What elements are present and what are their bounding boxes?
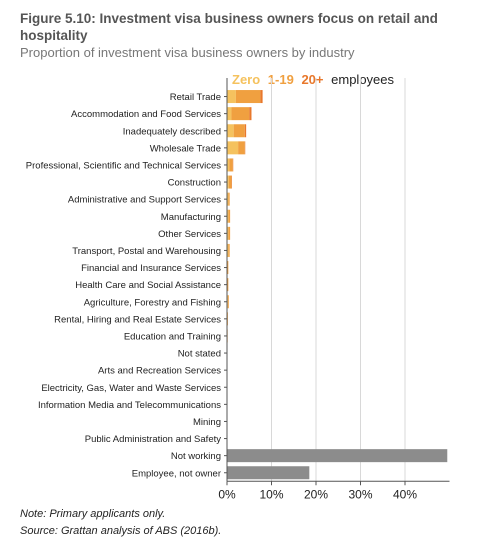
category-label: Administrative and Support Services — [68, 195, 221, 206]
category-label: Information Media and Telecommunications — [38, 400, 221, 411]
source-text: Source: Grattan analysis of ABS (2016b). — [20, 525, 222, 537]
legend-item-1-19: 1-19 — [267, 72, 294, 87]
category-label: Education and Training — [124, 331, 221, 342]
category-label: Accommodation and Food Services — [71, 109, 221, 120]
bar-segment — [227, 449, 448, 463]
legend: Zero 1-19 20+ employees — [232, 72, 398, 87]
category-label: Health Care and Social Assistance — [75, 280, 221, 291]
legend-item-zero: Zero — [232, 72, 261, 87]
bar-segment — [228, 226, 231, 240]
category-label: Agriculture, Forestry and Fishing — [84, 297, 221, 308]
bar-segment — [227, 243, 229, 257]
bar-segment — [227, 158, 230, 172]
bar-segment — [238, 141, 245, 155]
bar-segment — [228, 209, 231, 223]
category-label: Manufacturing — [161, 212, 221, 223]
bar-segment — [231, 107, 250, 121]
category-label: Employee, not owner — [132, 468, 221, 479]
bar-segment — [227, 261, 229, 275]
bar-segment — [244, 124, 247, 138]
x-tick-label: 0% — [218, 487, 236, 501]
category-label: Electricity, Gas, Water and Waste Servic… — [41, 383, 221, 394]
category-label: Inadequately described — [123, 126, 221, 137]
category-label: Other Services — [158, 229, 221, 240]
category-label: Mining — [193, 417, 221, 428]
bar-segment — [227, 466, 310, 480]
category-label: Retail Trade — [170, 92, 221, 103]
category-label: Not working — [171, 451, 221, 462]
chart-notes: Note: Primary applicants only. Source: G… — [20, 506, 480, 540]
bar-segment — [228, 243, 230, 257]
x-tick-label: 30% — [348, 487, 372, 501]
note-text: Note: Primary applicants only. — [20, 508, 166, 520]
bar-segment — [260, 90, 263, 104]
x-tick-label: 40% — [393, 487, 417, 501]
bar-segment — [233, 124, 245, 138]
legend-item-20plus: 20+ — [301, 72, 324, 87]
bar-segment — [227, 107, 232, 121]
chart-title: Figure 5.10: Investment visa business ow… — [20, 11, 438, 43]
x-tick-label: 10% — [259, 487, 283, 501]
bar-segment — [227, 209, 229, 223]
category-label: Public Administration and Safety — [85, 434, 221, 445]
bar-segment — [227, 192, 229, 206]
category-label: Professional, Scientific and Technical S… — [26, 160, 221, 171]
category-label: Financial and Insurance Services — [81, 263, 221, 274]
bar-segment — [249, 107, 252, 121]
bar-segment — [227, 124, 234, 138]
bar-segment — [228, 192, 230, 206]
x-tick-label: 20% — [304, 487, 328, 501]
category-label: Wholesale Trade — [150, 143, 221, 154]
bar-segment — [235, 90, 261, 104]
bar-segment — [227, 226, 229, 240]
category-label: Transport, Postal and Warehousing — [72, 246, 221, 257]
legend-suffix: employees — [331, 72, 395, 87]
bar-segment — [227, 175, 229, 189]
category-label: Arts and Recreation Services — [98, 366, 221, 377]
bar-segment — [227, 141, 239, 155]
bar-segment — [228, 175, 232, 189]
bar-segment — [227, 295, 229, 309]
category-label: Construction — [168, 178, 221, 189]
bar-segment — [227, 90, 236, 104]
chart-subtitle: Proportion of investment visa business o… — [20, 45, 355, 60]
category-label: Not stated — [178, 349, 221, 360]
bar-segment — [227, 278, 229, 292]
bar-segment — [229, 158, 233, 172]
category-label: Rental, Hiring and Real Estate Services — [54, 314, 221, 325]
